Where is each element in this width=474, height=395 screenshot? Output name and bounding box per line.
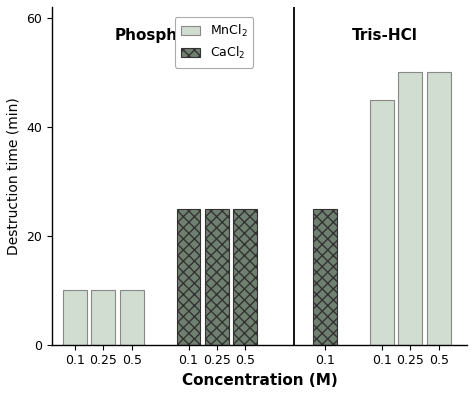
Legend: MnCl$_2$, CaCl$_2$: MnCl$_2$, CaCl$_2$ [174,17,254,68]
Bar [313,209,337,345]
Bar [120,290,144,345]
Bar [398,72,422,345]
Y-axis label: Destruction time (min): Destruction time (min) [7,97,21,255]
Bar [177,209,201,345]
Bar [205,209,229,345]
Bar [91,290,115,345]
Bar [370,100,394,345]
Bar [427,72,451,345]
X-axis label: Concentration (M): Concentration (M) [182,373,337,388]
Bar [233,209,257,345]
Text: Phosphate: Phosphate [115,28,206,43]
Text: Tris-HCl: Tris-HCl [352,28,418,43]
Bar [63,290,87,345]
